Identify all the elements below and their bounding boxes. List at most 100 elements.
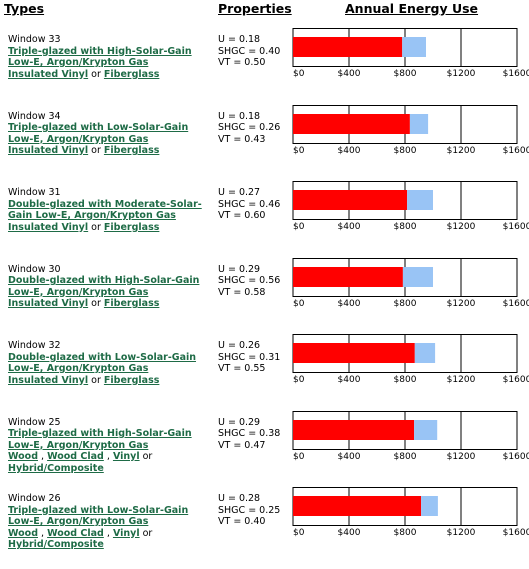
frame-link[interactable]: Fiberglass [103, 221, 160, 233]
frame-link[interactable]: Fiberglass [103, 298, 160, 309]
energy-bar [293, 266, 403, 287]
x-tick-label: $800 [394, 146, 417, 156]
properties: U = 0.29 SHGC = 0.38 VT = 0.47 [218, 417, 280, 452]
frame-link[interactable]: Insulated Vinyl [8, 68, 89, 80]
frames: Wood , Wood Clad , Vinyl or Hybrid/Compo… [8, 528, 213, 551]
properties: U = 0.27 SHGC = 0.46 VT = 0.60 [218, 187, 280, 222]
frame-link[interactable]: Wood [8, 527, 38, 539]
frame-link[interactable]: Hybrid/Composite [8, 539, 104, 550]
x-tick-label: $1600 [503, 69, 529, 79]
frame-link[interactable]: Insulated Vinyl [8, 374, 89, 386]
x-tick-label: $400 [338, 452, 361, 462]
x-tick-label: $800 [394, 69, 417, 79]
property: VT = 0.43 [218, 133, 266, 145]
energy-bar [402, 37, 426, 57]
glazing-link[interactable]: Triple-glazed with High-Solar-Gain Low-E… [8, 428, 192, 451]
properties: U = 0.26 SHGC = 0.31 VT = 0.55 [218, 340, 280, 375]
x-tick-label: $400 [338, 528, 361, 538]
page: Types Properties Annual Energy Use Windo… [0, 1, 529, 550]
x-tick-label: $400 [338, 69, 361, 79]
x-tick-label: $1200 [447, 452, 476, 462]
glazing-link[interactable]: Double-glazed with Moderate-Solar-Gain L… [8, 198, 202, 222]
x-tick-label: $1600 [503, 452, 529, 462]
property: SHGC = 0.56 [218, 275, 281, 286]
x-tick-label: $400 [338, 375, 361, 385]
energy-chart: $0 $400 $800 $1200 $1600 [292, 181, 529, 232]
frames: Insulated Vinyl or Fiberglass [8, 145, 213, 157]
property: U = 0.29 [218, 263, 261, 275]
frames: Insulated Vinyl or Fiberglass [8, 375, 213, 387]
property: SHGC = 0.31 [218, 351, 281, 363]
x-tick-label: $1600 [503, 299, 529, 309]
window-row: Window 34 Triple-glazed with Low-Solar-Ga… [0, 104, 529, 187]
frame-separator: or [91, 221, 101, 233]
frame-link[interactable]: Wood Clad [47, 527, 104, 539]
property: VT = 0.50 [218, 57, 266, 68]
x-tick-label: $1200 [447, 299, 476, 309]
glazing-link[interactable]: Triple-glazed with High-Solar-Gain Low-E… [8, 45, 192, 69]
frame-separator: , [106, 451, 110, 462]
property: SHGC = 0.25 [218, 504, 281, 516]
frame-link[interactable]: Wood [8, 451, 38, 462]
x-tick-label: $0 [293, 222, 305, 232]
frame-link[interactable]: Insulated Vinyl [8, 145, 89, 156]
properties: U = 0.29 SHGC = 0.56 VT = 0.58 [218, 264, 280, 299]
energy-bar [293, 496, 422, 516]
x-tick-label: $0 [293, 528, 305, 538]
energy-bar [409, 113, 429, 134]
frame-link[interactable]: Wood Clad [47, 451, 104, 462]
x-tick-label: $1200 [447, 375, 476, 385]
properties: U = 0.18 SHGC = 0.40 VT = 0.50 [218, 34, 280, 69]
types-header: Types [4, 1, 45, 16]
glazing-link[interactable]: Double-glazed with High-Solar-Gain Low-E… [8, 275, 200, 298]
frame-separator: or [91, 298, 101, 309]
property: U = 0.28 [218, 493, 261, 504]
frame-separator: or [91, 145, 101, 156]
property: SHGC = 0.26 [218, 122, 281, 133]
energy-chart: $0 $400 $800 $1200 $1600 [292, 104, 529, 156]
x-tick-label: $400 [338, 299, 361, 309]
frame-separator: , [106, 527, 110, 539]
x-tick-label: $1200 [447, 69, 476, 79]
frame-separator: , [41, 527, 45, 539]
frame-link[interactable]: Fiberglass [103, 374, 160, 386]
property: VT = 0.40 [218, 516, 266, 527]
x-tick-label: $400 [338, 146, 361, 156]
frame-link[interactable]: Vinyl [112, 527, 140, 539]
energy-chart: $0 $400 $800 $1200 $1600 [292, 334, 529, 385]
window-name: Window 30 [8, 263, 61, 275]
property: SHGC = 0.40 [218, 45, 281, 57]
frame-link[interactable]: Insulated Vinyl [8, 298, 89, 309]
x-tick-label: $1200 [447, 528, 476, 538]
glazing-link[interactable]: Triple-glazed with Low-Solar-Gain Low-E,… [8, 504, 189, 528]
x-tick-label: $1600 [503, 528, 529, 538]
window-row: Window 31 Double-glazed with Moderate-Sol… [0, 181, 529, 263]
frame-link[interactable]: Hybrid/Composite [8, 462, 104, 474]
energy-chart: $0 $400 $800 $1200 $1600 [292, 257, 529, 309]
glazing-link[interactable]: Double-glazed with Low-Solar-Gain Low-E,… [8, 351, 197, 375]
frame-separator: or [142, 451, 153, 462]
x-tick-label: $800 [394, 452, 417, 462]
window-name: Window 31 [8, 187, 61, 198]
frame-link[interactable]: Fiberglass [103, 68, 160, 80]
window-name: Window 32 [8, 340, 61, 351]
window-row: Window 32 Double-glazed with Low-Solar-Ga… [0, 334, 529, 416]
x-tick-label: $800 [394, 528, 417, 538]
x-tick-label: $1200 [447, 146, 476, 156]
energy-bar [414, 419, 438, 440]
property: U = 0.18 [218, 110, 261, 122]
frame-link[interactable]: Fiberglass [103, 145, 160, 156]
x-tick-label: $0 [293, 69, 305, 79]
window-types: Window 25 Triple-glazed with High-Solar-G… [8, 417, 213, 475]
energy-bar [293, 113, 410, 134]
window-row: Window 30 Double-glazed with High-Solar-G… [0, 257, 529, 340]
energy-chart: $0 $400 $800 $1200 $1600 [292, 410, 529, 462]
energy-bar [414, 343, 436, 363]
x-tick-label: $0 [293, 375, 305, 385]
frame-link[interactable]: Vinyl [112, 451, 140, 462]
x-tick-label: $800 [394, 375, 417, 385]
window-row: Window 25 Triple-glazed with High-Solar-G… [0, 410, 529, 493]
property: U = 0.29 [218, 416, 261, 428]
frame-link[interactable]: Insulated Vinyl [8, 221, 89, 233]
glazing-link[interactable]: Triple-glazed with Low-Solar-Gain Low-E,… [8, 122, 189, 145]
